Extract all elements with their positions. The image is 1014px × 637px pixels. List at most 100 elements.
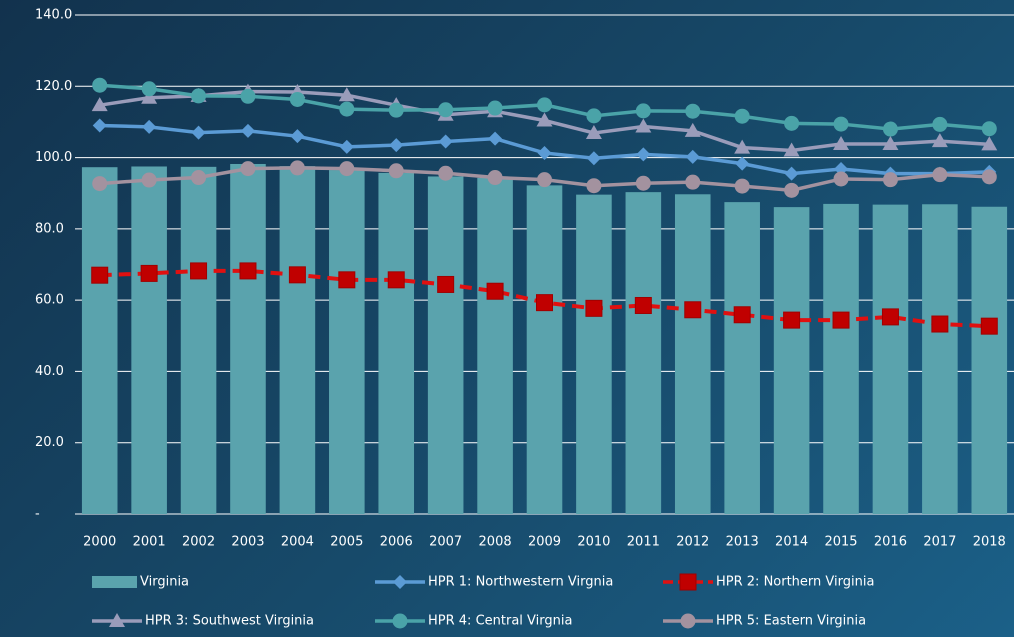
marker: [586, 178, 602, 194]
marker: [339, 101, 355, 117]
y-tick-label: 80.0: [35, 221, 64, 236]
marker: [338, 87, 355, 102]
y-tick-label: -: [35, 507, 40, 522]
bar: [773, 207, 810, 515]
marker: [833, 136, 850, 151]
legend-label: HPR 3: Southwest Virginia: [145, 614, 314, 629]
marker: [734, 178, 750, 194]
marker: [487, 170, 503, 186]
marker: [537, 172, 552, 188]
y-tick-label: 120.0: [35, 79, 72, 94]
marker: [882, 172, 898, 188]
marker: [289, 91, 305, 107]
marker: [289, 160, 305, 176]
marker: [393, 575, 407, 589]
marker: [142, 119, 157, 134]
legend-label: HPR 2: Northern Virginia: [716, 575, 874, 590]
marker: [388, 163, 404, 179]
bar: [131, 166, 167, 514]
marker: [487, 100, 503, 116]
marker: [438, 134, 453, 149]
y-tick-label: 40.0: [35, 364, 64, 379]
bar: [81, 167, 118, 514]
marker: [438, 102, 454, 118]
legend-label: HPR 1: Northwestern Virgnia: [428, 575, 613, 590]
bar: [922, 204, 958, 515]
y-tick-label: 60.0: [35, 293, 64, 308]
marker: [240, 123, 255, 138]
x-tick-label: 2012: [676, 535, 709, 550]
marker: [684, 122, 701, 137]
marker: [141, 172, 157, 188]
y-tick-label: 140.0: [35, 8, 72, 23]
x-tick-label: 2003: [231, 535, 264, 550]
bar: [378, 172, 415, 514]
marker: [685, 174, 701, 190]
legend-item: HPR 5: Eastern Virginia: [663, 613, 866, 629]
marker: [109, 613, 125, 627]
marker: [685, 103, 701, 119]
marker: [140, 264, 158, 282]
marker: [91, 97, 108, 112]
x-tick-label: 2015: [824, 535, 857, 550]
x-tick-label: 2001: [133, 535, 166, 550]
marker: [881, 308, 899, 326]
legend-label: HPR 5: Eastern Virginia: [716, 614, 866, 629]
marker: [191, 170, 207, 186]
bar: [279, 166, 316, 514]
marker: [389, 138, 404, 153]
marker: [388, 102, 404, 118]
x-tick-label: 2007: [429, 535, 462, 550]
marker: [338, 271, 356, 289]
x-tick-label: 2008: [479, 535, 512, 550]
x-tick-label: 2002: [182, 535, 215, 550]
x-tick-label: 2018: [973, 535, 1006, 550]
marker: [141, 89, 158, 104]
marker: [91, 266, 109, 284]
x-tick-label: 2010: [577, 535, 610, 550]
bar: [230, 163, 266, 515]
bar: [329, 170, 365, 514]
x-tick-label: 2017: [923, 535, 956, 550]
marker: [92, 118, 107, 133]
marker: [488, 131, 503, 146]
marker: [586, 151, 601, 166]
marker: [882, 136, 899, 151]
bar: [823, 203, 859, 514]
marker: [339, 139, 354, 154]
bar: [872, 204, 909, 514]
marker: [141, 81, 157, 97]
marker: [735, 156, 750, 171]
bar: [625, 192, 662, 514]
marker: [882, 121, 898, 137]
marker: [783, 311, 801, 329]
marker: [392, 613, 408, 629]
marker: [536, 294, 553, 312]
marker: [239, 262, 257, 280]
marker: [784, 182, 800, 198]
marker: [437, 275, 455, 293]
marker: [833, 171, 849, 187]
marker: [486, 282, 504, 300]
bar: [576, 194, 612, 514]
marker: [191, 88, 207, 104]
bar: [526, 185, 563, 514]
marker: [92, 77, 108, 93]
legend-label: HPR 4: Central Virgnia: [428, 614, 572, 629]
marker: [981, 136, 998, 151]
marker: [832, 311, 850, 329]
y-tick-label: 20.0: [35, 435, 64, 450]
marker: [387, 271, 405, 289]
bar: [427, 176, 464, 514]
x-tick-label: 2006: [380, 535, 413, 550]
marker: [636, 147, 651, 162]
marker: [634, 296, 652, 314]
marker: [733, 306, 751, 324]
marker: [438, 165, 454, 181]
legend-item: HPR 1: Northwestern Virgnia: [375, 575, 613, 590]
bar: [674, 194, 711, 514]
x-tick-label: 2005: [330, 535, 363, 550]
marker: [191, 125, 206, 140]
marker: [931, 315, 949, 333]
